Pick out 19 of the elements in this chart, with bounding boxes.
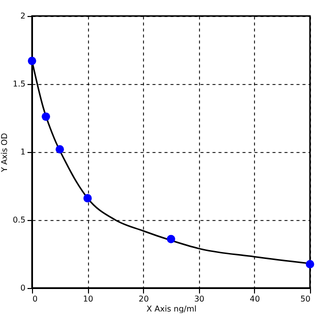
x-tick-label: 50	[300, 294, 310, 304]
point	[42, 112, 50, 121]
point	[56, 145, 64, 154]
x-tick-label: 0	[32, 294, 38, 304]
x-tick-label: 30	[194, 294, 204, 304]
x-axis-title: X Axis ng/ml	[146, 304, 197, 314]
x-tick-label: 20	[138, 294, 149, 304]
point	[28, 56, 36, 66]
x-tick-label: 40	[250, 294, 260, 304]
y-axis-title: Y Axis OD	[0, 132, 9, 174]
y-tick-label: 0.5	[12, 216, 26, 224]
y-tick-label: 1	[20, 148, 26, 156]
y-tick-label: 2	[20, 12, 26, 20]
point	[83, 194, 92, 202]
point	[306, 260, 314, 268]
y-tick-label: 0	[20, 284, 26, 292]
y-tick-label: 1.5	[12, 80, 26, 88]
point	[166, 234, 176, 244]
x-tick-label: 10	[83, 294, 94, 304]
